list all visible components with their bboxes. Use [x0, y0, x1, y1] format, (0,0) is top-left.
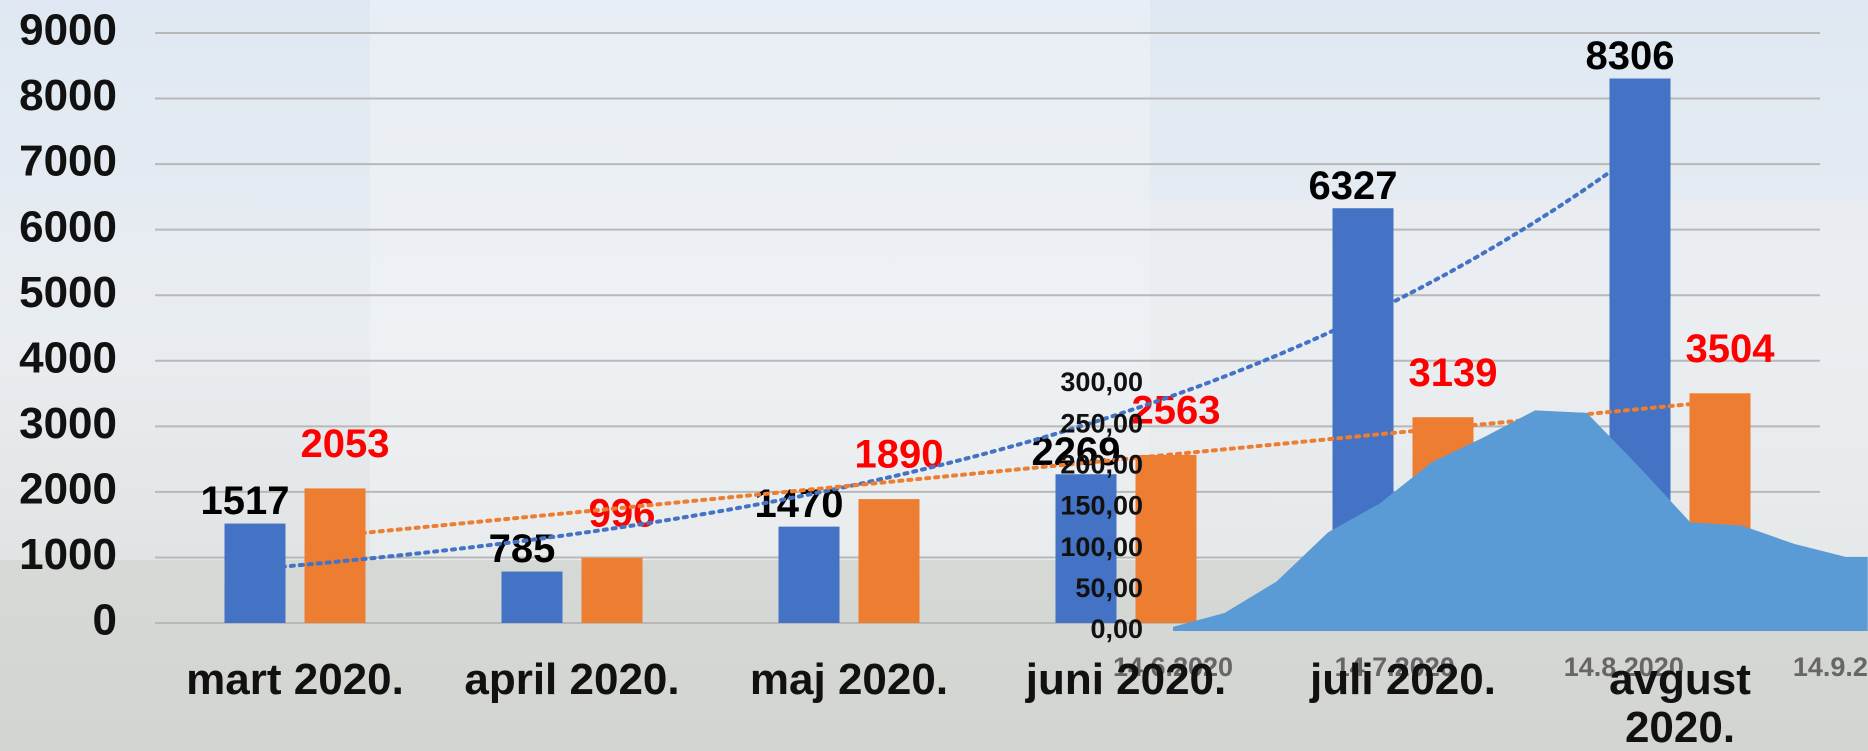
data-label: 2053: [301, 422, 390, 466]
x-tick-label: juli 2020.: [1310, 655, 1496, 704]
trendline: [333, 399, 1722, 538]
bar: [858, 499, 920, 623]
data-label: 6327: [1309, 164, 1398, 208]
y-tick-label: 3000: [19, 399, 117, 448]
data-label: 1517: [201, 479, 290, 523]
y-tick-label: 1000: [19, 530, 117, 579]
area-y-tick-label: 100,00: [1060, 532, 1143, 562]
data-label: 8306: [1586, 34, 1675, 78]
area-y-tick-label: 250,00: [1060, 408, 1143, 438]
area-y-tick-label: 50,00: [1075, 573, 1143, 603]
data-label: 3504: [1686, 327, 1776, 371]
area-x-tick-label: 14.6.2020: [1113, 652, 1233, 682]
y-tick-label: 6000: [19, 202, 117, 251]
bar: [581, 557, 643, 623]
x-tick-label: juni 2020.: [1025, 655, 1227, 704]
x-tick-label: mart 2020.: [186, 655, 404, 704]
bar: [501, 571, 563, 623]
area-x-tick-label: 14.8.2020: [1564, 652, 1684, 682]
area: [1173, 410, 1868, 631]
data-label: 1890: [855, 433, 944, 477]
area-y-tick-label: 0,00: [1090, 614, 1143, 644]
bar: [1055, 474, 1117, 623]
area-x-tick-label: 14.9.2020: [1793, 652, 1868, 682]
y-tick-label: 7000: [19, 137, 117, 186]
area-y-tick-label: 200,00: [1060, 449, 1143, 479]
bar: [778, 526, 840, 623]
x-tick-label: maj 2020.: [749, 655, 949, 704]
x-tick-label: april 2020.: [464, 655, 680, 704]
y-tick-label: 8000: [19, 71, 117, 120]
bar: [304, 488, 366, 623]
area-x-tick-label: 14.7.2020: [1335, 652, 1455, 682]
area-y-tick-label: 300,00: [1060, 367, 1143, 397]
y-tick-label: 0: [93, 596, 117, 645]
y-tick-label: 4000: [19, 333, 117, 382]
y-tick-label: 5000: [19, 268, 117, 317]
bar: [1135, 454, 1197, 623]
bar: [224, 523, 286, 623]
y-tick-label: 2000: [19, 465, 117, 514]
area-y-tick-label: 150,00: [1060, 491, 1143, 521]
y-tick-label: 9000: [19, 6, 117, 55]
data-label: 785: [489, 527, 556, 571]
data-label: 3139: [1409, 351, 1498, 395]
trendline: [253, 148, 1642, 572]
x-tick-label: avgust 2020.: [1609, 655, 1751, 751]
